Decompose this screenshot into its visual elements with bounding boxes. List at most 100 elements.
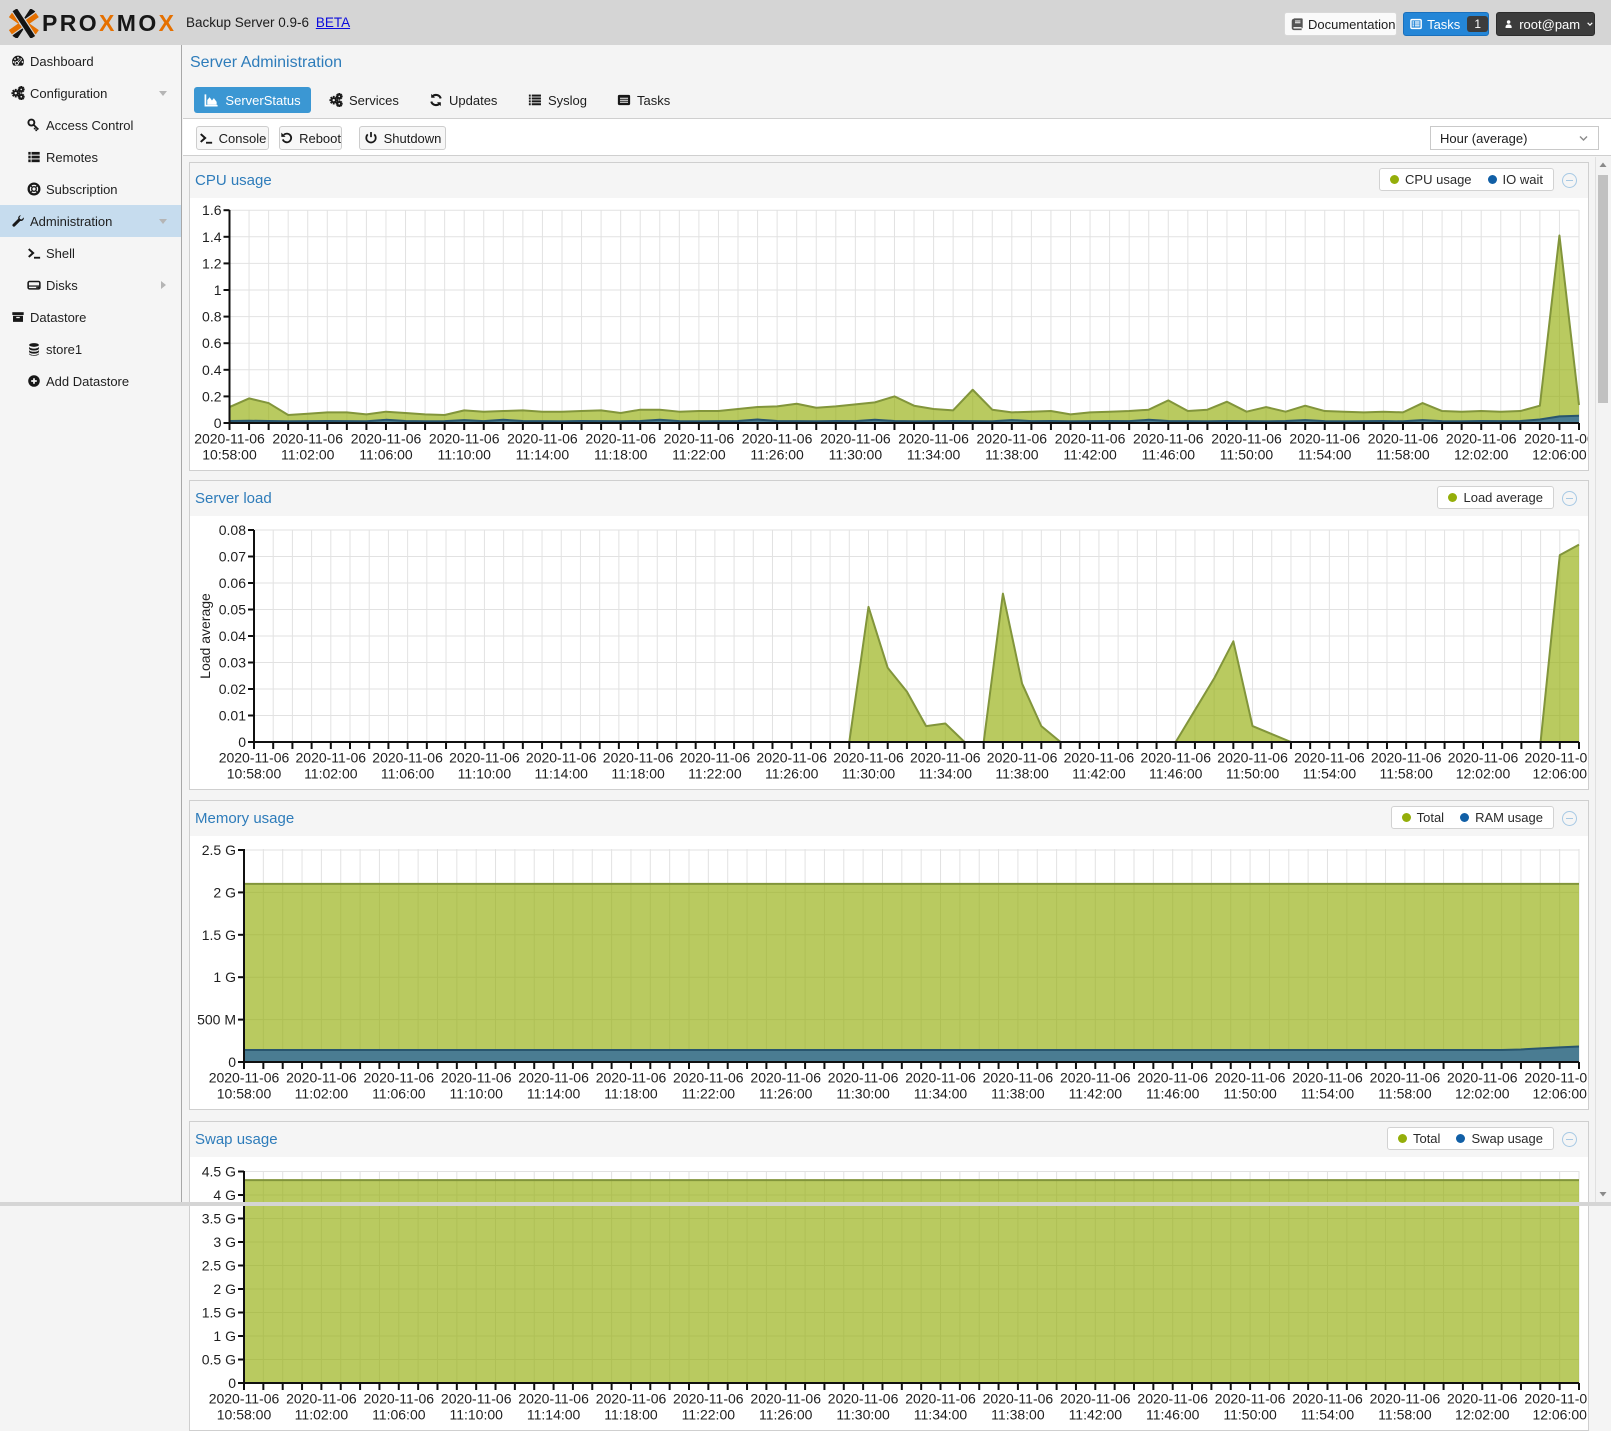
svg-text:11:02:00: 11:02:00 xyxy=(295,1086,349,1102)
svg-text:11:02:00: 11:02:00 xyxy=(295,1407,349,1423)
svg-text:11:58:00: 11:58:00 xyxy=(1379,766,1433,782)
svg-text:0.02: 0.02 xyxy=(219,681,246,697)
svg-text:11:10:00: 11:10:00 xyxy=(458,766,512,782)
svg-text:11:22:00: 11:22:00 xyxy=(688,766,742,782)
svg-text:11:14:00: 11:14:00 xyxy=(516,447,570,463)
svg-text:2020-11-06: 2020-11-06 xyxy=(296,750,367,766)
svg-text:2020-11-06: 2020-11-06 xyxy=(1371,750,1442,766)
svg-text:11:14:00: 11:14:00 xyxy=(527,1086,581,1102)
svg-text:2020-11-06: 2020-11-06 xyxy=(1064,750,1135,766)
svg-text:2020-11-06: 2020-11-06 xyxy=(905,1391,976,1407)
svg-text:2020-11-06: 2020-11-06 xyxy=(987,750,1058,766)
svg-text:11:38:00: 11:38:00 xyxy=(991,1086,1045,1102)
svg-text:2020-11-06: 2020-11-06 xyxy=(820,431,891,447)
svg-text:2020-11-06: 2020-11-06 xyxy=(756,750,827,766)
svg-text:11:46:00: 11:46:00 xyxy=(1146,1086,1200,1102)
svg-text:11:06:00: 11:06:00 xyxy=(381,766,435,782)
svg-text:2020-11-06: 2020-11-06 xyxy=(596,1070,667,1086)
svg-text:11:46:00: 11:46:00 xyxy=(1146,1407,1200,1423)
svg-text:0: 0 xyxy=(228,1054,236,1070)
svg-text:2020-11-06: 2020-11-06 xyxy=(449,750,520,766)
svg-text:4.5 G: 4.5 G xyxy=(202,1164,236,1180)
svg-text:2020-11-06: 2020-11-06 xyxy=(750,1391,821,1407)
svg-text:500 M: 500 M xyxy=(197,1012,236,1028)
svg-text:2020-11-06: 2020-11-06 xyxy=(983,1070,1054,1086)
svg-text:2020-11-06: 2020-11-06 xyxy=(673,1391,744,1407)
svg-text:2020-11-06: 2020-11-06 xyxy=(518,1391,589,1407)
svg-text:1 G: 1 G xyxy=(213,1328,236,1344)
svg-text:2020-11-06: 2020-11-06 xyxy=(286,1070,357,1086)
svg-text:1: 1 xyxy=(214,282,222,298)
svg-text:12:06:00: 12:06:00 xyxy=(1533,766,1588,782)
svg-text:11:30:00: 11:30:00 xyxy=(836,1407,890,1423)
svg-text:2020-11-06: 2020-11-06 xyxy=(585,431,656,447)
svg-text:2020-11-06: 2020-11-06 xyxy=(1060,1391,1131,1407)
svg-text:2020-11-06: 2020-11-06 xyxy=(1447,1070,1518,1086)
svg-text:1.5 G: 1.5 G xyxy=(202,1305,236,1321)
svg-text:2 G: 2 G xyxy=(213,884,236,900)
svg-text:2020-11-06: 2020-11-06 xyxy=(518,1070,589,1086)
svg-text:0.06: 0.06 xyxy=(219,575,246,591)
svg-text:0.8: 0.8 xyxy=(202,309,222,325)
svg-text:2020-11-06: 2020-11-06 xyxy=(664,431,735,447)
svg-text:2020-11-06: 2020-11-06 xyxy=(910,750,981,766)
svg-text:11:58:00: 11:58:00 xyxy=(1376,447,1430,463)
svg-text:0.07: 0.07 xyxy=(219,549,246,565)
svg-text:2020-11-06: 2020-11-06 xyxy=(364,1070,435,1086)
svg-text:2020-11-06: 2020-11-06 xyxy=(898,431,969,447)
svg-text:2020-11-06: 2020-11-06 xyxy=(194,431,265,447)
svg-text:2020-11-06: 2020-11-06 xyxy=(1060,1070,1131,1086)
svg-text:11:42:00: 11:42:00 xyxy=(1063,447,1117,463)
svg-text:2020-11-06: 2020-11-06 xyxy=(833,750,904,766)
svg-text:0: 0 xyxy=(228,1375,236,1391)
svg-text:11:30:00: 11:30:00 xyxy=(836,1086,890,1102)
svg-text:11:54:00: 11:54:00 xyxy=(1303,766,1357,782)
svg-text:11:50:00: 11:50:00 xyxy=(1226,766,1280,782)
svg-text:2020-11-06: 2020-11-06 xyxy=(364,1391,435,1407)
svg-text:1 G: 1 G xyxy=(213,969,236,985)
svg-text:2020-11-06: 2020-11-06 xyxy=(209,1070,280,1086)
svg-text:0.03: 0.03 xyxy=(219,655,246,671)
svg-text:2020-11-06: 2020-11-06 xyxy=(441,1391,512,1407)
svg-text:11:54:00: 11:54:00 xyxy=(1298,447,1352,463)
svg-text:2020-11-06: 2020-11-06 xyxy=(1215,1391,1286,1407)
svg-text:2020-11-06: 2020-11-06 xyxy=(1447,1391,1518,1407)
svg-text:2.5 G: 2.5 G xyxy=(202,842,236,858)
svg-text:11:42:00: 11:42:00 xyxy=(1069,1086,1123,1102)
svg-text:10:58:00: 10:58:00 xyxy=(202,447,257,463)
svg-text:3 G: 3 G xyxy=(213,1234,236,1250)
svg-text:2 G: 2 G xyxy=(213,1281,236,1297)
svg-text:12:06:00: 12:06:00 xyxy=(1532,1407,1587,1423)
svg-text:0.08: 0.08 xyxy=(219,522,246,538)
svg-text:2020-11-06: 2020-11-06 xyxy=(219,750,290,766)
svg-text:2020-11-06: 2020-11-06 xyxy=(603,750,674,766)
svg-text:2020-11-06: 2020-11-06 xyxy=(1137,1070,1208,1086)
svg-text:11:46:00: 11:46:00 xyxy=(1149,766,1203,782)
svg-text:11:18:00: 11:18:00 xyxy=(611,766,665,782)
svg-text:11:30:00: 11:30:00 xyxy=(829,447,883,463)
svg-text:10:58:00: 10:58:00 xyxy=(217,1407,272,1423)
svg-text:11:14:00: 11:14:00 xyxy=(534,766,588,782)
svg-text:0.04: 0.04 xyxy=(219,628,246,644)
svg-text:11:42:00: 11:42:00 xyxy=(1069,1407,1123,1423)
svg-text:2020-11-06: 2020-11-06 xyxy=(1140,750,1211,766)
svg-text:11:34:00: 11:34:00 xyxy=(919,766,973,782)
svg-text:10:58:00: 10:58:00 xyxy=(217,1086,272,1102)
svg-text:2020-11-06: 2020-11-06 xyxy=(1524,1070,1588,1086)
svg-text:11:34:00: 11:34:00 xyxy=(907,447,961,463)
svg-text:2020-11-06: 2020-11-06 xyxy=(1133,431,1204,447)
svg-text:2020-11-06: 2020-11-06 xyxy=(828,1070,899,1086)
svg-text:2020-11-06: 2020-11-06 xyxy=(1292,1070,1363,1086)
svg-text:11:50:00: 11:50:00 xyxy=(1223,1407,1277,1423)
svg-text:0.2: 0.2 xyxy=(202,388,222,404)
svg-text:2020-11-06: 2020-11-06 xyxy=(1217,750,1288,766)
svg-text:12:02:00: 12:02:00 xyxy=(1456,766,1511,782)
svg-text:0.4: 0.4 xyxy=(202,362,222,378)
svg-text:2020-11-06: 2020-11-06 xyxy=(750,1070,821,1086)
svg-text:11:34:00: 11:34:00 xyxy=(914,1407,968,1423)
svg-text:11:50:00: 11:50:00 xyxy=(1223,1086,1277,1102)
svg-text:2020-11-06: 2020-11-06 xyxy=(272,431,343,447)
svg-text:4 G: 4 G xyxy=(213,1187,236,1203)
svg-text:0.5 G: 0.5 G xyxy=(202,1352,236,1368)
svg-text:11:06:00: 11:06:00 xyxy=(372,1407,426,1423)
